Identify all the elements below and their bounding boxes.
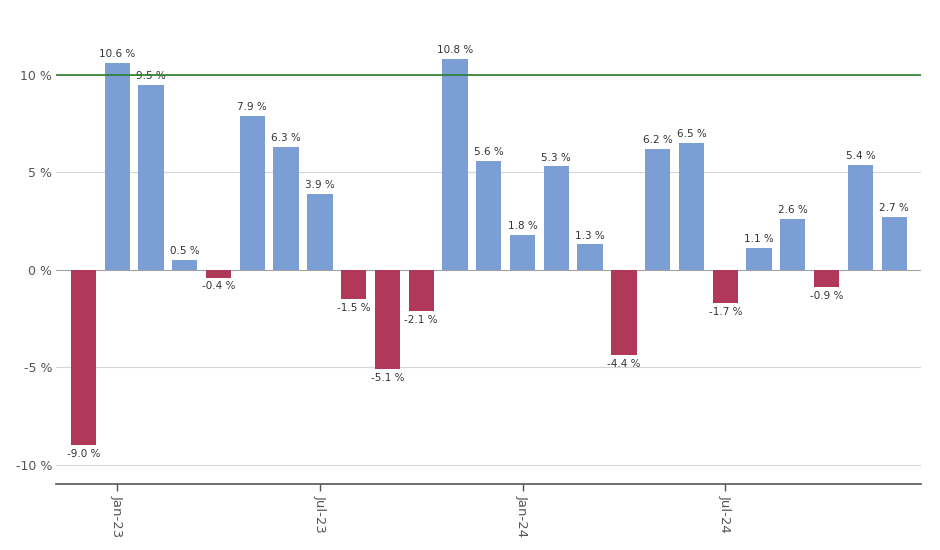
Bar [206, 270, 231, 278]
Bar [274, 147, 299, 270]
Bar [543, 167, 569, 270]
Text: -4.4 %: -4.4 % [607, 359, 641, 370]
Bar [104, 63, 130, 270]
Text: 9.5 %: 9.5 % [136, 71, 165, 81]
Bar [814, 270, 839, 287]
Text: 2.7 %: 2.7 % [879, 204, 909, 213]
Bar [477, 161, 501, 270]
Text: 2.6 %: 2.6 % [778, 205, 807, 215]
Text: 1.3 %: 1.3 % [575, 230, 605, 240]
Text: 5.3 %: 5.3 % [541, 152, 572, 163]
Text: 6.3 %: 6.3 % [272, 133, 301, 143]
Bar [780, 219, 806, 270]
Text: 7.9 %: 7.9 % [238, 102, 267, 112]
Bar [645, 149, 670, 270]
Text: -1.7 %: -1.7 % [709, 307, 742, 317]
Text: 1.8 %: 1.8 % [508, 221, 538, 231]
Text: -9.0 %: -9.0 % [67, 449, 101, 459]
Bar [611, 270, 636, 355]
Bar [409, 270, 434, 311]
Text: 6.2 %: 6.2 % [643, 135, 673, 145]
Text: -2.1 %: -2.1 % [404, 315, 438, 324]
Bar [882, 217, 907, 270]
Text: -0.9 %: -0.9 % [810, 291, 843, 301]
Bar [70, 270, 96, 445]
Text: 0.5 %: 0.5 % [170, 246, 199, 256]
Text: 5.6 %: 5.6 % [474, 147, 504, 157]
Text: -5.1 %: -5.1 % [370, 373, 404, 383]
Bar [443, 59, 468, 270]
Text: 5.4 %: 5.4 % [845, 151, 875, 161]
Bar [307, 194, 333, 270]
Bar [240, 116, 265, 270]
Text: 10.6 %: 10.6 % [99, 50, 135, 59]
Bar [375, 270, 400, 369]
Bar [577, 244, 603, 270]
Text: -1.5 %: -1.5 % [337, 303, 370, 313]
Bar [679, 143, 704, 270]
Bar [138, 85, 164, 270]
Text: 3.9 %: 3.9 % [305, 180, 335, 190]
Bar [509, 235, 535, 270]
Bar [341, 270, 367, 299]
Text: 10.8 %: 10.8 % [437, 46, 473, 56]
Bar [713, 270, 738, 303]
Text: -0.4 %: -0.4 % [202, 282, 235, 292]
Bar [746, 248, 772, 270]
Bar [172, 260, 197, 270]
Bar [848, 164, 873, 270]
Text: 1.1 %: 1.1 % [744, 234, 774, 244]
Text: 6.5 %: 6.5 % [677, 129, 706, 139]
